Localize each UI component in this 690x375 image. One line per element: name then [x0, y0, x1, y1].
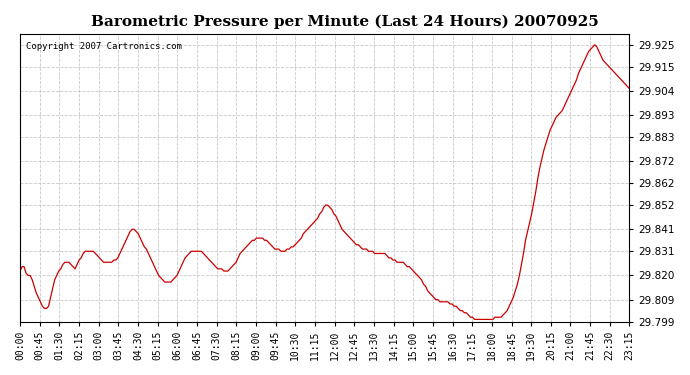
Text: Barometric Pressure per Minute (Last 24 Hours) 20070925: Barometric Pressure per Minute (Last 24 …	[91, 15, 599, 29]
Text: Copyright 2007 Cartronics.com: Copyright 2007 Cartronics.com	[26, 42, 182, 51]
